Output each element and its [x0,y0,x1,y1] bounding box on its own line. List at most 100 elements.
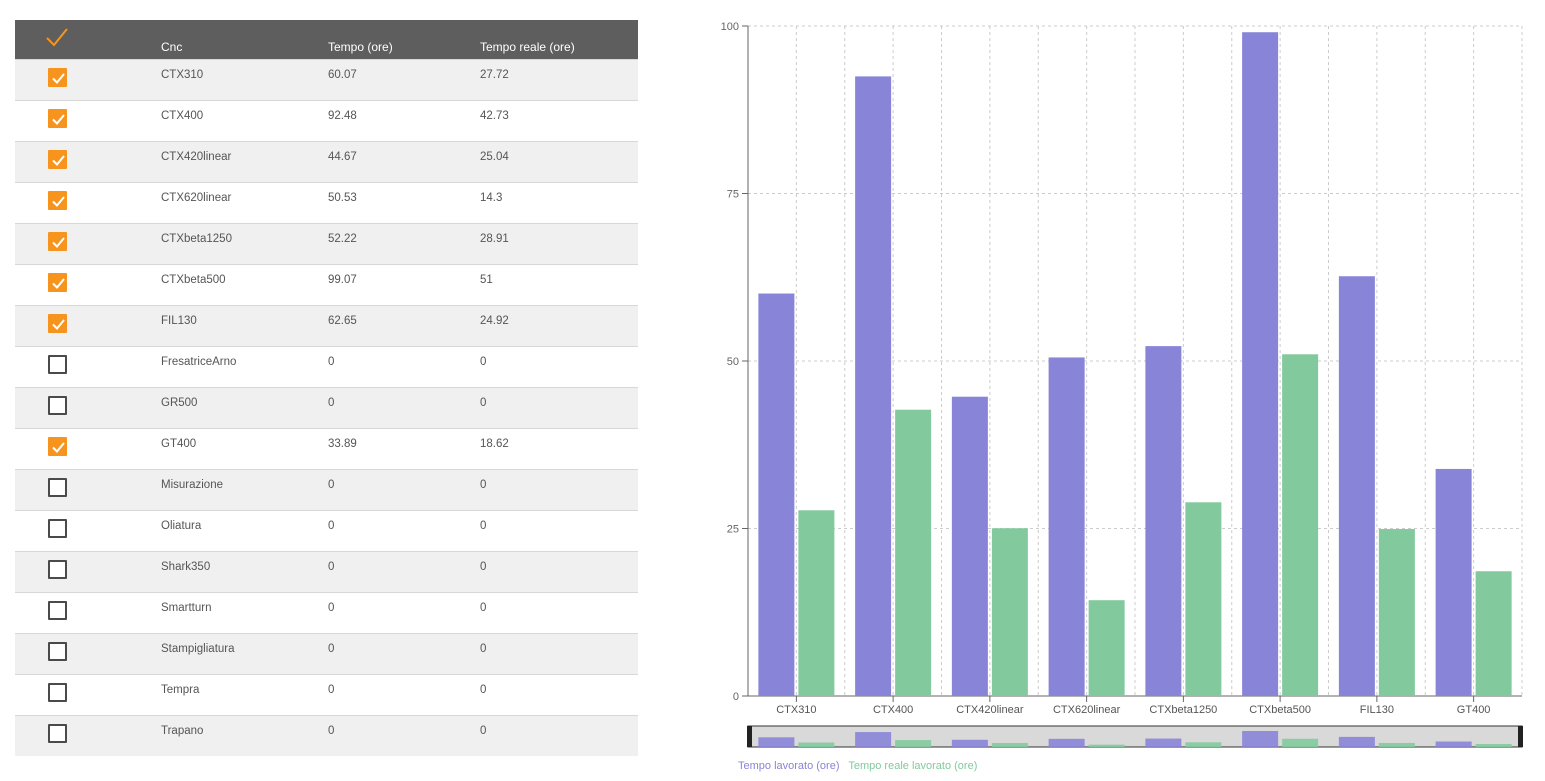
tempo-reale-value: 27.72 [480,69,509,81]
row-checkbox[interactable] [48,560,67,579]
tempo-value: 60.07 [328,69,357,81]
bar-tempo-reale [1185,502,1222,696]
check-icon [52,196,65,207]
tempo-reale-value: 24.92 [480,315,509,327]
brush-handle-left[interactable] [747,726,752,747]
cnc-name: GT400 [161,438,197,450]
table-row[interactable]: Tempra 0 0 [15,674,638,715]
brush-bar [1185,742,1222,747]
row-checkbox[interactable] [48,519,67,538]
row-checkbox[interactable] [48,642,67,661]
header-tempo[interactable]: Tempo (ore) [328,40,393,54]
bar-tempo-lavorato [855,76,892,696]
table-row[interactable]: Smartturn 0 0 [15,592,638,633]
table-row[interactable]: Shark350 0 0 [15,551,638,592]
tempo-value: 92.48 [328,110,357,122]
tempo-value: 0 [328,725,335,737]
row-checkbox[interactable] [48,437,67,456]
bar-tempo-lavorato [1242,32,1279,696]
cnc-name: FIL130 [161,315,197,327]
table-row[interactable]: Trapano 0 0 [15,715,638,756]
tempo-value: 0 [328,643,335,655]
bar-tempo-reale [1378,529,1415,696]
table-row[interactable]: CTX400 92.48 42.73 [15,100,638,141]
brush-bar [855,732,892,747]
tempo-reale-value: 0 [480,684,487,696]
tempo-reale-value: 25.04 [480,151,509,163]
x-tick-label: FIL130 [1360,704,1394,716]
tempo-value: 50.53 [328,192,357,204]
row-checkbox[interactable] [48,232,67,251]
legend-item-tempo-reale[interactable]: Tempo reale lavorato (ore) [848,760,978,772]
brush-bar [1378,742,1415,747]
table-row[interactable]: FIL130 62.65 24.92 [15,305,638,346]
check-icon[interactable] [44,26,70,50]
tempo-reale-value: 0 [480,725,487,737]
table-row[interactable]: CTX420linear 44.67 25.04 [15,141,638,182]
check-icon [52,237,65,248]
brush-bar [1338,736,1375,747]
chart-svg: 0 25 50 75 100 CTX310 CTX400 CTX420linear CTX620… [721,21,1523,748]
row-checkbox[interactable] [48,724,67,743]
cnc-name: FresatriceArno [161,356,237,368]
cnc-name: CTXbeta500 [161,274,226,286]
tempo-reale-value: 0 [480,602,487,614]
table-row[interactable]: Oliatura 0 0 [15,510,638,551]
tempo-value: 62.65 [328,315,357,327]
table-row[interactable]: GR500 0 0 [15,387,638,428]
header-cnc[interactable]: Cnc [161,40,183,54]
row-checkbox[interactable] [48,601,67,620]
y-tick-label: 0 [733,691,739,703]
cnc-name: Oliatura [161,520,202,532]
legend-item-tempo-lavorato[interactable]: Tempo lavorato (ore) [738,760,840,772]
x-tick-label: CTXbeta500 [1249,704,1311,716]
y-tick-label: 75 [727,189,739,201]
row-checkbox[interactable] [48,683,67,702]
tempo-reale-value: 0 [480,520,487,532]
table-row[interactable]: CTXbeta500 99.07 51 [15,264,638,305]
cnc-name: CTXbeta1250 [161,233,232,245]
row-checkbox[interactable] [48,355,67,374]
tempo-value: 0 [328,479,335,491]
bar-tempo-lavorato [1048,357,1085,696]
check-icon [52,278,65,289]
row-checkbox[interactable] [48,191,67,210]
table-body: CTX310 60.07 27.72 CTX400 92.48 42.73 CTX420li… [15,59,638,756]
cnc-name: Tempra [161,684,200,696]
brush-bar [895,740,932,747]
y-tick-label: 100 [721,21,739,33]
row-checkbox[interactable] [48,314,67,333]
cnc-name: CTX400 [161,110,204,122]
tempo-reale-value: 28.91 [480,233,509,245]
header-tempo-reale[interactable]: Tempo reale (ore) [480,40,575,54]
row-checkbox[interactable] [48,68,67,87]
table-row[interactable]: Misurazione 0 0 [15,469,638,510]
row-checkbox[interactable] [48,150,67,169]
tempo-value: 0 [328,561,335,573]
table-row[interactable]: FresatriceArno 0 0 [15,346,638,387]
row-checkbox[interactable] [48,273,67,292]
table-row[interactable]: CTXbeta1250 52.22 28.91 [15,223,638,264]
bar-tempo-reale [1088,600,1125,696]
brush-bar [798,742,835,747]
table-row[interactable]: CTX620linear 50.53 14.3 [15,182,638,223]
brush-bar [758,737,795,747]
table-row[interactable]: Stampigliatura 0 0 [15,633,638,674]
tempo-reale-value: 14.3 [480,192,503,204]
table-row[interactable]: GT400 33.89 18.62 [15,428,638,469]
x-tick-label: CTX310 [776,704,816,716]
brush-bar [1435,741,1472,747]
bar-tempo-reale [1475,571,1512,696]
x-tick-label: GT400 [1457,704,1491,716]
cnc-name: Trapano [161,725,204,737]
table-row[interactable]: CTX310 60.07 27.72 [15,59,638,100]
tempo-value: 0 [328,602,335,614]
row-checkbox[interactable] [48,396,67,415]
check-icon [52,73,65,84]
row-checkbox[interactable] [48,478,67,497]
row-checkbox[interactable] [48,109,67,128]
bar-tempo-lavorato [1435,468,1472,696]
bar-tempo-reale [798,510,835,696]
cnc-name: Smartturn [161,602,212,614]
brush-handle-right[interactable] [1518,726,1523,747]
